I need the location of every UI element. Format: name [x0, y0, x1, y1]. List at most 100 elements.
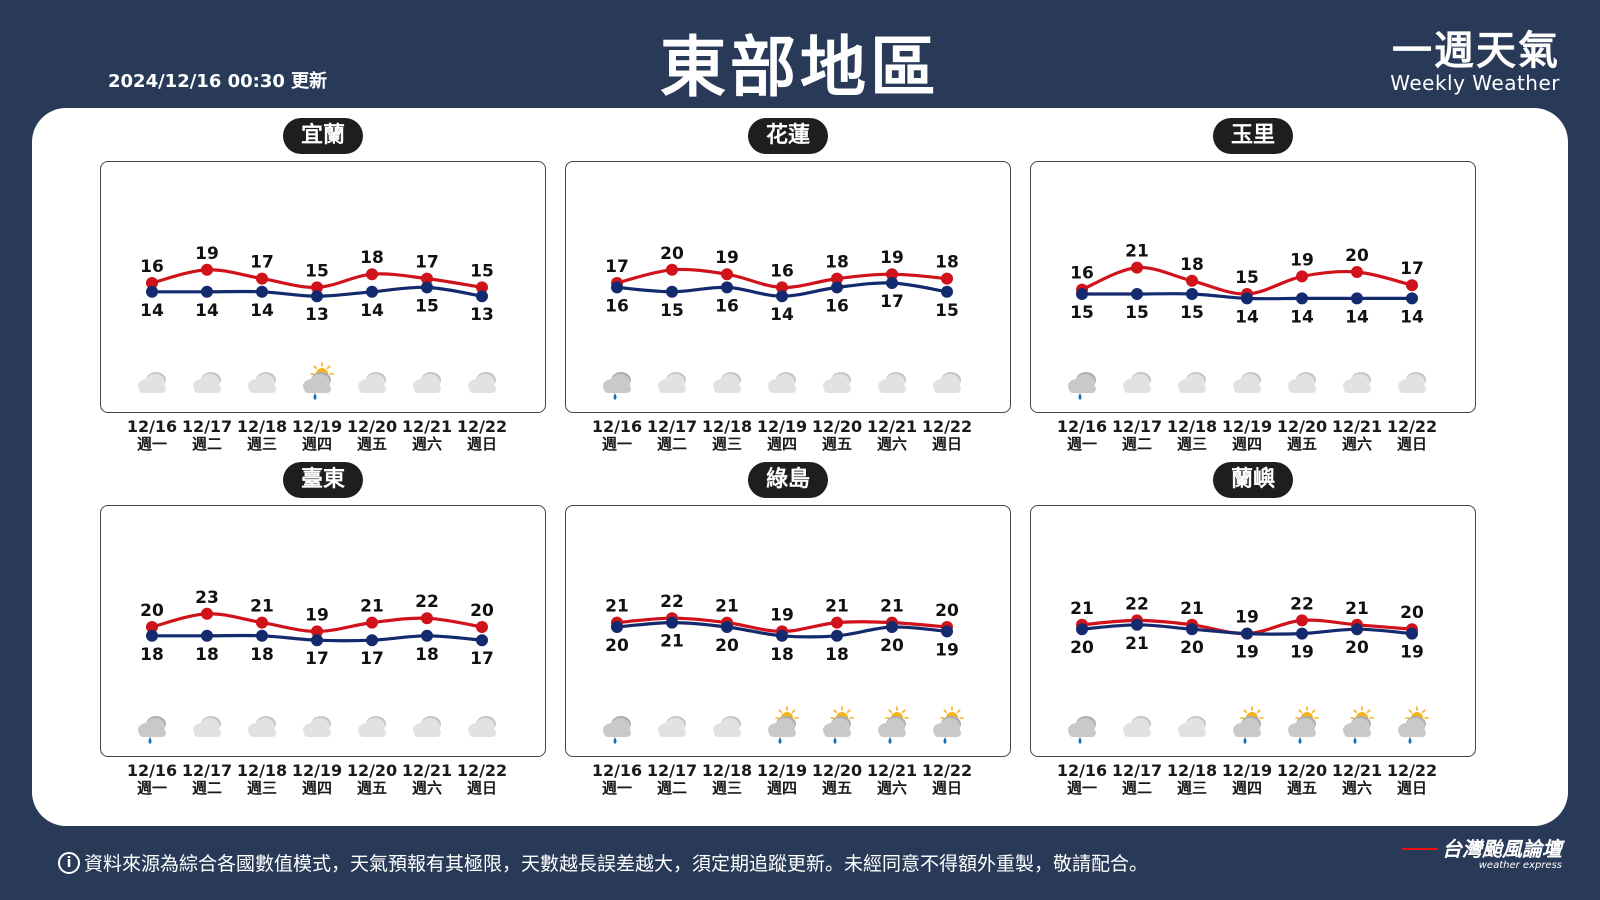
low-temp-label: 17	[360, 649, 384, 669]
date-axis: 12/16 週一 12/17 週二 12/18 週三 12/19 週四 12/20 週五 12/21…	[565, 762, 1011, 802]
cloud-rain-icon	[138, 716, 166, 744]
weekday-label: 週四	[1231, 435, 1262, 453]
date-tick: 12/19 週四	[1217, 418, 1277, 453]
cloudy-icon	[1398, 372, 1426, 393]
low-temp-point	[1351, 292, 1363, 305]
weekday-label: 週三	[1176, 435, 1207, 453]
date-tick: 12/22 週日	[1382, 418, 1442, 453]
date-tick: 12/21 週六	[397, 418, 457, 453]
cloudy-icon	[468, 372, 496, 393]
low-temp-label: 20	[1070, 638, 1094, 658]
footer-text: 資料來源為綜合各國數值模式，天氣預報有其極限，天數越長誤差越大，須定期追蹤更新。…	[84, 853, 1149, 875]
low-temp-point	[941, 625, 953, 638]
sun-cloud-rain-icon	[878, 706, 909, 744]
low-temp-point	[146, 629, 158, 642]
high-temp-label: 21	[360, 597, 384, 617]
low-temp-point	[1241, 292, 1253, 305]
temperature-chart: 16 19 17 15 18 17 15 14 14 14 13 14 15 13	[138, 244, 496, 400]
high-temp-label: 20	[935, 601, 959, 621]
date-tick: 12/19 週四	[287, 762, 347, 797]
low-temp-label: 21	[1125, 634, 1149, 654]
station-name-label: 玉里	[1212, 118, 1294, 154]
cloudy-icon	[713, 716, 741, 737]
weekday-label: 週日	[931, 435, 962, 453]
date-label: 12/18	[701, 761, 753, 780]
station-name-label: 宜蘭	[282, 118, 364, 154]
weekday-label: 週日	[1396, 779, 1427, 797]
info-icon: i	[58, 851, 80, 874]
low-temp-label: 14	[1400, 307, 1424, 327]
high-temp-label: 18	[935, 253, 959, 273]
high-temp-point	[1406, 279, 1418, 292]
weekday-label: 週四	[1231, 779, 1262, 797]
weekday-label: 週六	[411, 435, 442, 453]
weekday-label: 週一	[136, 435, 167, 453]
cloudy-icon	[713, 372, 741, 393]
date-tick: 12/18 週三	[697, 418, 757, 453]
cloudy-icon	[1343, 372, 1371, 393]
date-label: 12/21	[1331, 761, 1383, 780]
low-temp-label: 15	[1180, 303, 1204, 323]
station-name-label: 臺東	[282, 462, 364, 498]
high-temp-label: 20	[1400, 603, 1424, 623]
weekday-label: 週三	[711, 779, 742, 797]
low-temp-point	[886, 277, 898, 289]
date-tick: 12/18 週三	[697, 762, 757, 797]
high-temp-label: 21	[250, 597, 274, 617]
high-temp-point	[1296, 270, 1308, 283]
date-label: 12/21	[866, 761, 918, 780]
sun-cloud-rain-icon	[303, 362, 334, 400]
date-label: 12/18	[236, 417, 288, 436]
high-temp-point	[421, 272, 433, 285]
low-temp-point	[366, 634, 378, 647]
low-temp-label: 18	[250, 645, 274, 665]
low-temp-point	[311, 634, 323, 647]
cloudy-icon	[768, 372, 796, 393]
date-tick: 12/22 週日	[917, 762, 977, 797]
low-temp-point	[1351, 623, 1363, 636]
station-panel: 宜蘭 16 19 17 15 18 17 15 14 14 14 13 14 15 13 12/16 週一 12/…	[100, 118, 546, 456]
date-tick: 12/20 週五	[1272, 762, 1332, 797]
temperature-chart: 17 20 19 16 18 19 18 16 15 16 14 16 17 15	[603, 244, 961, 400]
date-label: 12/22	[921, 761, 973, 780]
high-temp-label: 17	[250, 253, 274, 273]
high-temp-label: 19	[305, 605, 329, 625]
high-temp-point	[831, 616, 843, 629]
low-temp-label: 16	[825, 296, 849, 316]
high-temp-label: 19	[770, 605, 794, 625]
high-temp-label: 16	[1070, 264, 1094, 284]
date-label: 12/20	[811, 417, 863, 436]
footer-logo-subtitle: weather express	[1478, 860, 1562, 871]
cloudy-icon	[413, 372, 441, 393]
date-label: 12/16	[126, 417, 178, 436]
high-temp-label: 15	[470, 261, 494, 281]
date-tick: 12/17 週二	[177, 762, 237, 797]
high-temp-point	[366, 268, 378, 281]
brand-subtitle: Weekly Weather	[1390, 71, 1560, 95]
sun-cloud-rain-icon	[1343, 706, 1374, 744]
low-temp-point	[366, 285, 378, 298]
date-tick: 12/22 週日	[917, 418, 977, 453]
date-axis: 12/16 週一 12/17 週二 12/18 週三 12/19 週四 12/20 週五 12/21…	[100, 418, 546, 458]
low-temp-label: 14	[770, 305, 794, 325]
date-tick: 12/20 週五	[342, 418, 402, 453]
low-temp-label: 20	[605, 636, 629, 656]
date-label: 12/22	[456, 761, 508, 780]
high-temp-point	[311, 625, 323, 638]
date-tick: 12/19 週四	[287, 418, 347, 453]
high-temp-point	[421, 612, 433, 625]
weekday-label: 週六	[411, 779, 442, 797]
low-temp-label: 19	[1235, 643, 1259, 663]
date-tick: 12/16 週一	[587, 418, 647, 453]
high-temp-label: 17	[1400, 259, 1424, 279]
station-name-label: 綠島	[747, 462, 829, 498]
cloud-rain-icon	[1068, 372, 1096, 400]
high-temp-label: 19	[715, 248, 739, 268]
date-label: 12/22	[1386, 417, 1438, 436]
weekday-label: 週四	[301, 435, 332, 453]
date-axis: 12/16 週一 12/17 週二 12/18 週三 12/19 週四 12/20 週五 12/21…	[100, 762, 546, 802]
low-temp-label: 14	[140, 301, 164, 321]
cloudy-icon	[248, 372, 276, 393]
cloudy-icon	[933, 372, 961, 393]
low-temp-label: 16	[715, 296, 739, 316]
